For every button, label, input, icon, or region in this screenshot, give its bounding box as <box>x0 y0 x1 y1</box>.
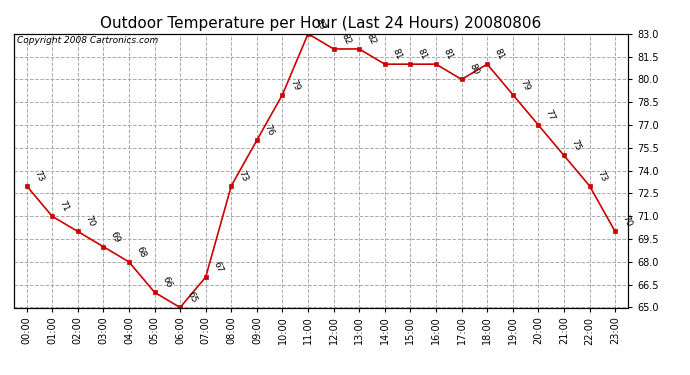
Text: 69: 69 <box>109 230 122 244</box>
Text: 81: 81 <box>442 47 455 62</box>
Text: 82: 82 <box>339 32 352 46</box>
Text: 71: 71 <box>58 199 71 213</box>
Text: 70: 70 <box>621 214 633 229</box>
Text: 77: 77 <box>544 108 557 122</box>
Text: 82: 82 <box>365 32 377 46</box>
Text: 68: 68 <box>135 245 148 259</box>
Text: 75: 75 <box>569 138 582 153</box>
Text: 81: 81 <box>416 47 429 62</box>
Text: 70: 70 <box>83 214 97 229</box>
Text: 65: 65 <box>186 291 199 305</box>
Text: 73: 73 <box>595 169 608 183</box>
Text: 81: 81 <box>391 47 404 62</box>
Text: 79: 79 <box>518 78 531 92</box>
Text: 76: 76 <box>262 123 275 137</box>
Text: 79: 79 <box>288 78 301 92</box>
Text: 81: 81 <box>493 47 506 62</box>
Text: 73: 73 <box>32 169 45 183</box>
Title: Outdoor Temperature per Hour (Last 24 Hours) 20080806: Outdoor Temperature per Hour (Last 24 Ho… <box>100 16 542 31</box>
Text: 83: 83 <box>314 17 326 31</box>
Text: 67: 67 <box>211 260 224 274</box>
Text: 66: 66 <box>160 275 173 290</box>
Text: Copyright 2008 Cartronics.com: Copyright 2008 Cartronics.com <box>17 36 158 45</box>
Text: 73: 73 <box>237 169 250 183</box>
Text: 80: 80 <box>467 62 480 76</box>
